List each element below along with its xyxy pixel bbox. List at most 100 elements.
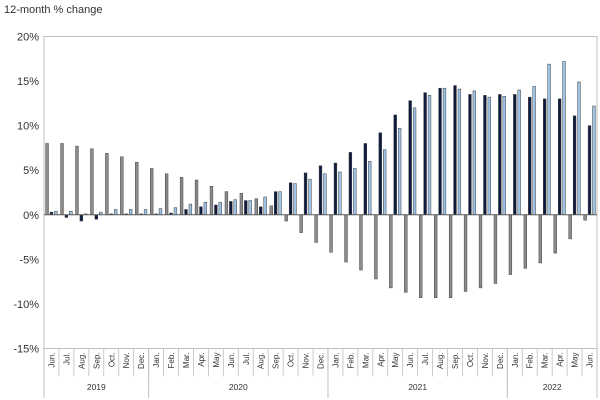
bar — [224, 191, 229, 216]
y-axis: -15% -10% -5% 0% 5% 10% 15% 20% — [13, 32, 39, 356]
bar — [572, 115, 577, 216]
bar — [348, 152, 353, 216]
bar — [274, 191, 278, 216]
bar — [378, 132, 382, 216]
x-tick-label: Dec. — [496, 353, 505, 369]
year-label: 2021 — [408, 382, 427, 392]
x-tick-label: Mar. — [182, 353, 191, 369]
bar — [592, 105, 596, 216]
y-tick-label: 0% — [23, 210, 39, 222]
x-tick-label: Dec. — [137, 353, 146, 369]
bar — [528, 96, 532, 216]
bar — [259, 206, 263, 216]
x-tick-label: Jun. — [47, 353, 56, 368]
bar — [472, 90, 477, 216]
bar — [498, 94, 502, 216]
bar — [508, 214, 513, 275]
bar — [314, 214, 318, 243]
bar — [90, 148, 94, 216]
bar — [188, 203, 193, 216]
bar — [214, 204, 218, 216]
x-tick-label: Jan. — [511, 353, 520, 368]
bar — [423, 92, 427, 216]
bar — [69, 210, 73, 216]
x-tick-label: Jun. — [227, 353, 236, 368]
x-tick-label: Jun. — [406, 353, 415, 368]
bar — [199, 206, 203, 216]
x-tick-label: Jan. — [331, 353, 340, 368]
x-tick-label: May — [571, 353, 580, 368]
bar — [487, 96, 491, 216]
bar — [293, 183, 297, 216]
x-axis: Jun. Jul. Aug. Sep. Oct. Nov. Dec. Jan. Feb. Mar.… — [43, 348, 598, 398]
bar — [218, 202, 222, 216]
bar — [60, 143, 64, 216]
x-tick-label: Feb. — [346, 353, 355, 369]
bar — [374, 214, 378, 280]
bar — [278, 191, 282, 216]
bar — [404, 214, 408, 293]
bar — [427, 95, 432, 216]
x-tick-label: Nov. — [302, 353, 311, 369]
bar — [463, 214, 468, 292]
bar — [194, 179, 199, 216]
bar — [434, 214, 438, 298]
bar — [547, 63, 551, 216]
year-label: 2019 — [87, 382, 106, 392]
x-tick-label: May — [212, 353, 221, 368]
y-tick-label: 10% — [17, 121, 39, 133]
bar — [532, 86, 536, 216]
bar — [135, 161, 139, 216]
year-label: 2020 — [229, 382, 248, 392]
x-tick-label: Nov. — [481, 353, 490, 369]
bar — [383, 149, 387, 216]
y-axis-title: 12-month % change — [4, 4, 102, 16]
bar — [513, 94, 517, 216]
bar-series-group — [45, 61, 596, 298]
bar — [79, 214, 84, 222]
bar — [233, 199, 237, 216]
x-tick-label: Dec. — [317, 353, 326, 369]
bar — [114, 209, 118, 216]
x-tick-label: Aug. — [257, 353, 266, 369]
bar — [419, 214, 423, 298]
bar — [105, 153, 109, 216]
plot-frame — [43, 36, 598, 349]
y-tick-label: -5% — [19, 254, 39, 266]
bar — [353, 168, 357, 216]
bar — [587, 125, 592, 216]
x-tick-label: Apr. — [376, 353, 385, 367]
bar — [184, 209, 188, 216]
bar — [318, 165, 323, 216]
x-tick-label: Apr. — [197, 353, 206, 367]
bar — [523, 214, 527, 269]
bar — [562, 61, 566, 216]
x-tick-label: Oct. — [287, 353, 296, 368]
bar — [538, 214, 542, 264]
bar — [517, 89, 521, 216]
bar — [408, 100, 412, 216]
bar — [303, 172, 308, 216]
y-tick-label: -15% — [13, 344, 39, 356]
bar — [438, 87, 442, 216]
bar — [244, 200, 248, 216]
bar — [448, 214, 453, 298]
bar — [557, 98, 562, 216]
x-tick-label: Jul. — [62, 353, 71, 365]
bar — [179, 177, 184, 216]
x-tick-label: Jul. — [421, 353, 430, 365]
bar — [323, 173, 327, 216]
bar — [329, 214, 333, 253]
bar — [269, 205, 273, 216]
x-tick-label: Nov. — [122, 353, 131, 369]
bar — [308, 178, 312, 216]
x-tick-label: Jul. — [242, 353, 251, 365]
x-tick-label: Sep. — [272, 353, 281, 369]
x-tick-label: Sep. — [92, 353, 101, 369]
bar — [493, 214, 498, 284]
bar — [284, 214, 288, 222]
y-tick-label: 20% — [17, 32, 39, 44]
x-tick-label: Feb. — [167, 353, 176, 369]
bar — [209, 186, 214, 216]
